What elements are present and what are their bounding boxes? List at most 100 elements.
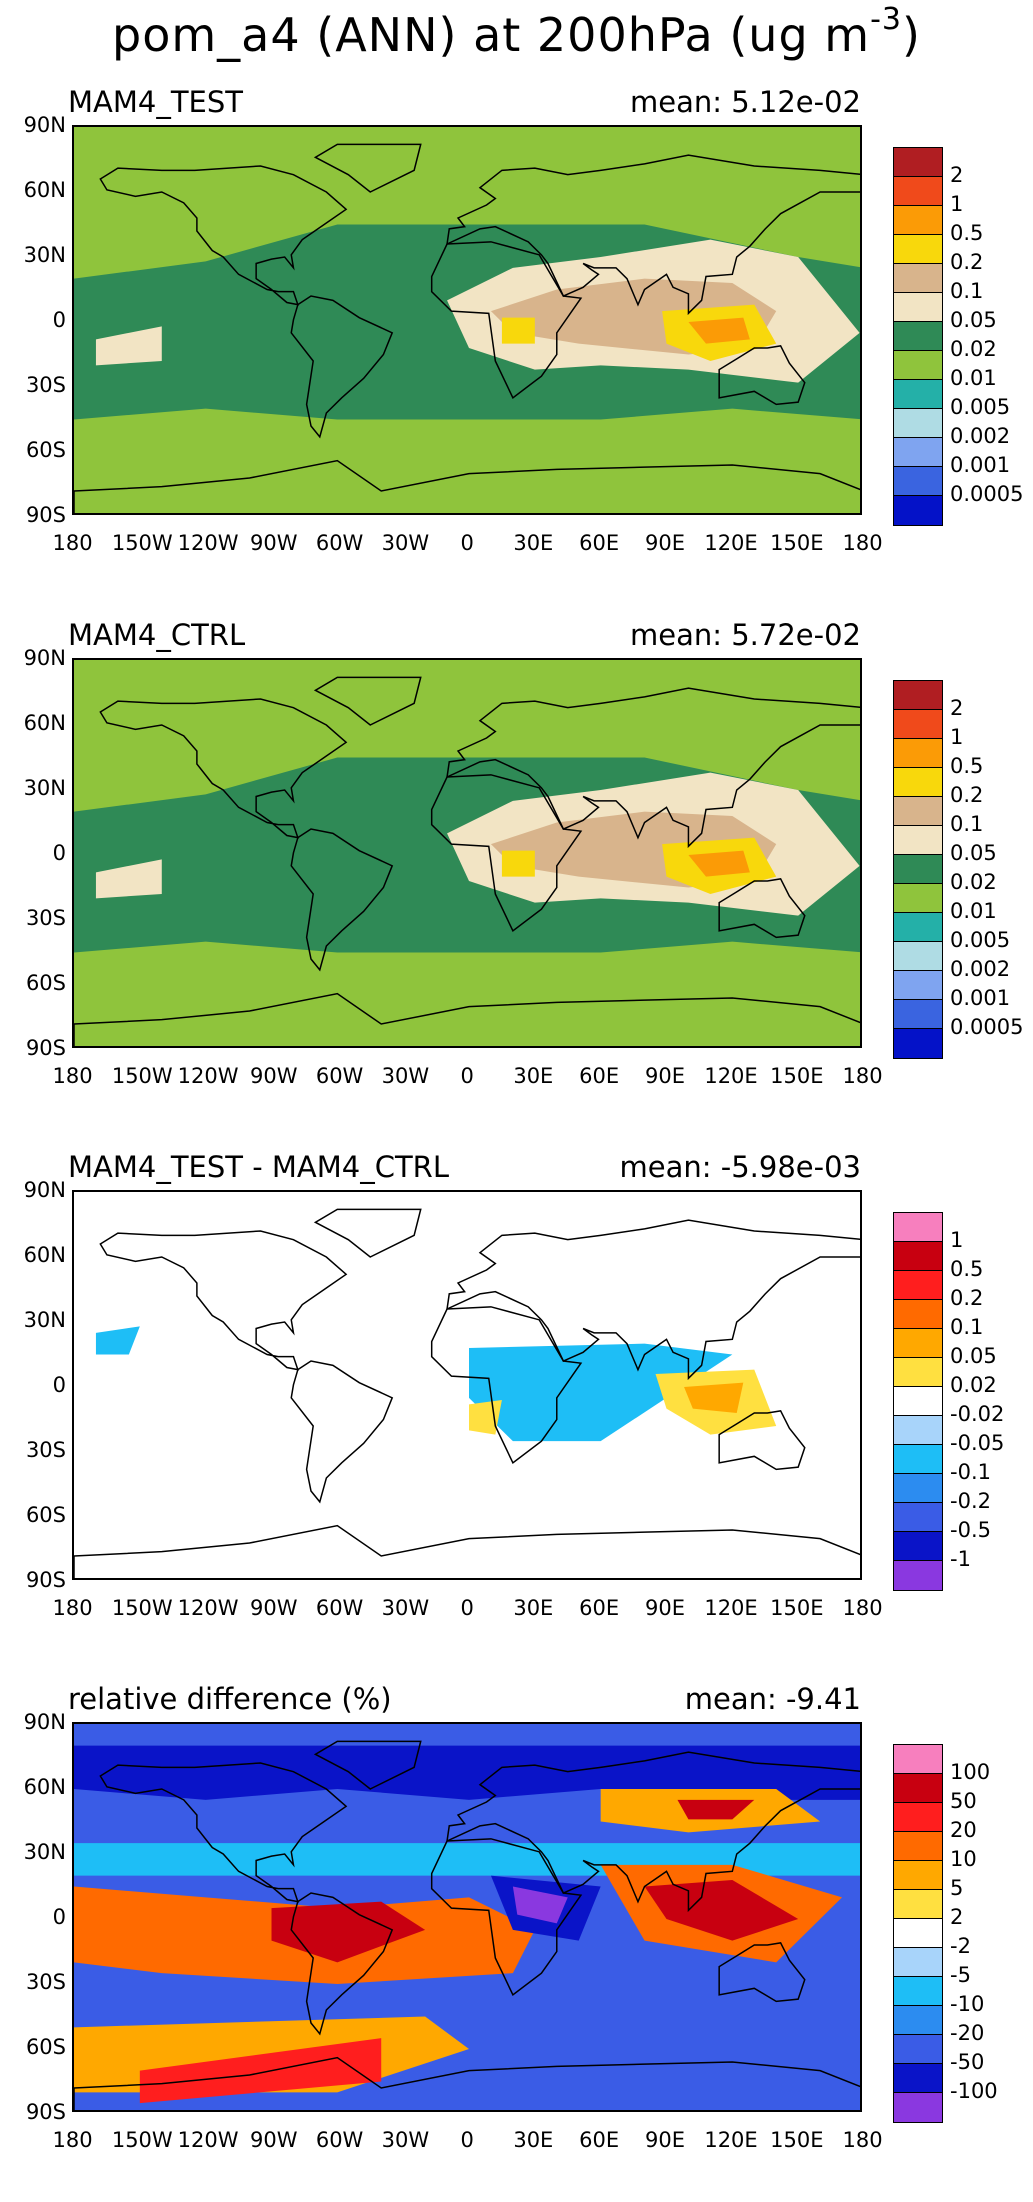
colorbar-swatch (894, 855, 942, 884)
colorbar-label: 1 (950, 192, 964, 216)
colorbar-label: 0.01 (950, 366, 997, 390)
lon-tick-label: 60W (315, 2128, 364, 2152)
lon-tick-label: 150E (770, 2128, 824, 2152)
lon-tick-label: 90E (645, 531, 685, 555)
coastline (313, 143, 422, 193)
map-svg (74, 143, 860, 513)
contour-region (512, 1886, 568, 1924)
colorbar-label: 0.5 (950, 1257, 984, 1281)
lat-tick-label: 90S (25, 503, 66, 527)
colorbar-swatch (894, 148, 942, 177)
coastline (290, 1360, 394, 1504)
lon-tick-label: 30W (381, 531, 430, 555)
colorbar-swatch (894, 2093, 942, 2122)
panel-mean: mean: -5.98e-03 (619, 1150, 861, 1184)
colorbar-swatch (894, 1387, 942, 1416)
coastline (718, 1410, 806, 1471)
lon-tick-label: 30E (513, 1596, 554, 1620)
lon-tick-label: 120W (177, 2128, 239, 2152)
panel-relative-difference: relative difference (%) mean: -9.41 90N 6… (0, 1682, 1033, 2202)
lat-tick-label: 90N (23, 1178, 66, 1202)
coastline (99, 698, 348, 839)
coastline (74, 2056, 860, 2110)
colorbar-swatch (894, 768, 942, 797)
lat-tick-label: 30N (23, 776, 66, 800)
colorbar-swatch (894, 1774, 942, 1803)
lon-tick-label: 90E (645, 1064, 685, 1088)
lon-tick-label: 60W (315, 531, 364, 555)
contour-region (271, 1901, 426, 1963)
colorbar-label: 0.01 (950, 899, 997, 923)
coastline (74, 1524, 860, 1578)
colorbar-label: -10 (950, 1992, 985, 2016)
lon-tick-label: 180 (52, 2128, 93, 2152)
colorbar-label: -0.2 (950, 1489, 991, 1513)
lon-tick-label: 180 (842, 2128, 883, 2152)
lon-tick-label: 120E (704, 2128, 758, 2152)
coastline (718, 1942, 806, 2003)
colorbar-label: 0.002 (950, 957, 1011, 981)
lat-tick-label: 60S (25, 438, 66, 462)
panel-title: MAM4_TEST (68, 85, 243, 119)
coastline (446, 687, 860, 849)
lon-tick-label: 30W (381, 1596, 430, 1620)
colorbar-swatch (894, 2006, 942, 2035)
colorbar-swatch (894, 380, 942, 409)
coastline (99, 1230, 348, 1371)
figure-title: pom_a4 (ANN) at 200hPa (ug m-3) (112, 2, 921, 62)
lon-tick-label: 120E (704, 1596, 758, 1620)
lon-tick-label: 90W (250, 2128, 298, 2152)
lon-tick-label: 0 (460, 1064, 474, 1088)
lat-tick-label: 90N (23, 646, 66, 670)
map-plot (72, 658, 862, 1048)
lon-tick-label: 90W (250, 1596, 298, 1620)
panel-mean: mean: -9.41 (684, 1682, 861, 1716)
lat-tick-label: 60S (25, 971, 66, 995)
map-plot (72, 125, 862, 515)
lon-tick-label: 180 (842, 1064, 883, 1088)
contour-region (95, 1326, 140, 1355)
colorbar-swatch (894, 1271, 942, 1300)
lat-tick-label: 90N (23, 1710, 66, 1734)
colorbar (893, 680, 943, 1059)
lat-tick-label: 30S (25, 373, 66, 397)
colorbar-label: 0.001 (950, 986, 1011, 1010)
lon-tick-label: 30W (381, 1064, 430, 1088)
colorbar-swatch (894, 1832, 942, 1861)
colorbar-swatch (894, 206, 942, 235)
coastline (430, 1306, 583, 1464)
colorbar-label: -1 (950, 1547, 971, 1571)
coastline (290, 295, 394, 439)
contour-region (677, 1799, 755, 1820)
lat-tick-label: 30S (25, 906, 66, 930)
colorbar-label: 0.2 (950, 250, 984, 274)
colorbar-label: -20 (950, 2021, 985, 2045)
lat-tick-label: 90S (25, 1568, 66, 1592)
colorbar-swatch (894, 884, 942, 913)
contour-region (501, 317, 535, 344)
colorbar-swatch (894, 1300, 942, 1329)
lon-tick-label: 180 (842, 531, 883, 555)
lat-tick-label: 60N (23, 178, 66, 202)
colorbar-label: 2 (950, 696, 964, 720)
colorbar-swatch (894, 496, 942, 525)
coastline (74, 992, 860, 1046)
panel-ctrl: MAM4_CTRL mean: 5.72e-02 90N 60N 30N 0 30S 60… (0, 618, 1033, 1138)
colorbar-swatch (894, 409, 942, 438)
lon-tick-label: 60W (315, 1596, 364, 1620)
colorbar-label: 5 (950, 1876, 964, 1900)
lon-tick-label: 60E (579, 531, 620, 555)
lat-tick-label: 60N (23, 1775, 66, 1799)
map-plot (72, 1722, 862, 2112)
panel-mean: mean: 5.72e-02 (629, 618, 861, 652)
panel-test: MAM4_TEST mean: 5.12e-02 90N 60N 30N 0 30S 60… (0, 85, 1033, 605)
lon-tick-label: 120E (704, 531, 758, 555)
colorbar-swatch (894, 1861, 942, 1890)
lon-tick-label: 150W (111, 2128, 173, 2152)
colorbar-label: 0.2 (950, 783, 984, 807)
panel-difference: MAM4_TEST - MAM4_CTRL mean: -5.98e-03 90… (0, 1150, 1033, 1670)
colorbar-swatch (894, 797, 942, 826)
lat-tick-label: 30S (25, 1438, 66, 1462)
colorbar-swatch (894, 739, 942, 768)
lon-tick-label: 180 (52, 1064, 93, 1088)
